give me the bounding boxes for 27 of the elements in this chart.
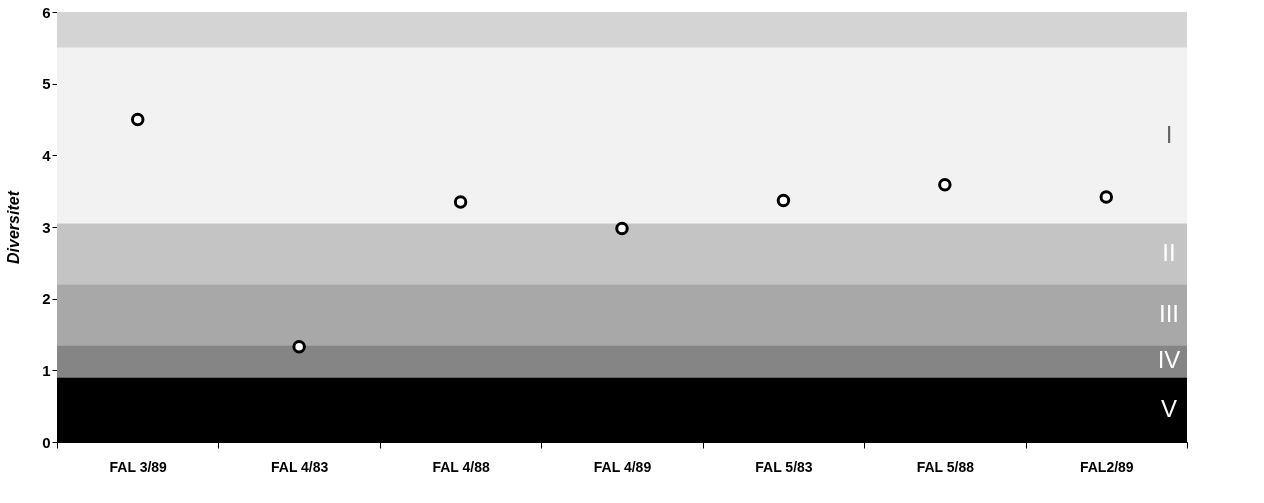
x-tick-label: FAL 5/88 [916,458,975,475]
x-tick-label: FAL 4/89 [593,458,652,475]
x-tick-label: FAL 4/83 [270,458,329,475]
band-label: IV [1157,346,1181,374]
point [1099,190,1114,204]
x-tick-label: FAL 4/88 [432,458,490,475]
x-tick-label: FAL2/89 [1079,458,1134,475]
band-label: I [1165,120,1173,148]
x-tick-label: FAL 5/83 [755,458,813,475]
y-tick-label: 5 [42,75,51,93]
y-tick-label: 4 [42,146,52,164]
point [776,193,791,208]
band-label: V [1160,394,1178,422]
band-label: III [1158,299,1180,327]
y-axis-title: Diversitet [5,190,23,264]
y-tick-label: 0 [42,433,51,451]
y-tick-label: 3 [42,218,51,236]
x-tick-label: FAL 3/89 [109,458,168,475]
point [938,177,952,192]
point [130,112,145,127]
y-tick-label: 2 [42,290,51,308]
y-tick-label: 1 [42,361,51,379]
y-tick-label: 6 [42,3,51,21]
point [615,221,629,236]
point [453,195,468,209]
point [292,339,306,354]
band-label: II [1162,238,1176,266]
